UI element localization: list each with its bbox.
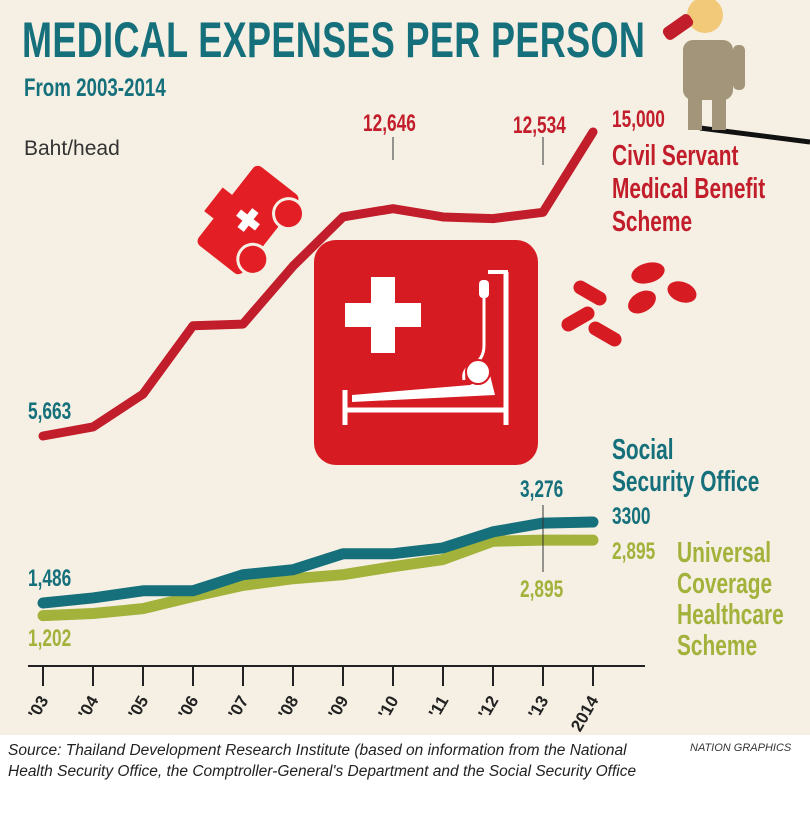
label-universal-end: 2,895 — [612, 538, 656, 565]
legend-civil-line: Medical Benefit — [612, 173, 766, 205]
x-tick-label: '13 — [525, 693, 553, 722]
label-civil-peak: 12,646 — [363, 110, 416, 137]
legend-civil: Civil Servant Medical Benefit Scheme — [612, 140, 765, 239]
line-social-security — [37, 516, 599, 609]
legend-social-line: Security Office — [612, 466, 760, 498]
x-tick-label: '11 — [425, 693, 452, 722]
label-social-2013: 3,276 — [520, 476, 564, 503]
hospital-bed-icon — [314, 240, 538, 465]
x-tick-label: '08 — [275, 693, 303, 722]
label-civil-end: 15,000 — [612, 106, 665, 133]
subtitle: From 2003-2014 — [24, 74, 166, 102]
line-universal-coverage — [37, 534, 599, 622]
x-tick-label: '12 — [475, 693, 503, 722]
pills-icon — [561, 262, 697, 347]
legend-social-line: Social — [612, 434, 674, 466]
label-social-start: 1,486 — [28, 565, 72, 592]
x-tick-label: '06 — [175, 693, 203, 722]
legend-universal-line: Scheme — [677, 630, 758, 662]
label-universal-start: 1,202 — [28, 625, 72, 652]
credit: NATION GRAPHICS — [690, 742, 792, 754]
x-tick-label: '03 — [25, 693, 53, 722]
legend-universal-line: Universal — [677, 537, 772, 569]
legend-civil-line: Scheme — [612, 206, 693, 238]
x-tick-label: '10 — [375, 693, 403, 722]
page-title: MEDICAL EXPENSES PER PERSON — [22, 12, 646, 68]
legend-universal-line: Coverage — [677, 568, 773, 600]
source-note: Source: Thailand Development Research In… — [8, 742, 637, 780]
x-tick-label: 2014 — [567, 692, 603, 735]
x-tick-label: '05 — [125, 693, 153, 722]
x-tick-label: '07 — [225, 693, 253, 722]
label-social-end: 3300 — [612, 503, 651, 530]
legend-civil-line: Civil Servant — [612, 140, 739, 172]
label-universal-2013: 2,895 — [520, 576, 564, 603]
label-civil-start: 5,663 — [28, 398, 72, 425]
unit-label: Baht/head — [24, 137, 120, 160]
legend-social: Social Security Office — [612, 434, 759, 498]
ambulance-icon — [197, 165, 306, 276]
x-tick-label: '04 — [75, 692, 103, 722]
legend-universal-line: Healthcare — [677, 599, 784, 631]
legend-universal: Universal Coverage Healthcare Scheme — [677, 538, 784, 662]
footer-background — [0, 735, 810, 823]
x-tick-label: '09 — [325, 693, 353, 722]
person-drinking-icon — [662, 0, 810, 145]
line-civil-servant — [38, 127, 598, 441]
label-civil-2013: 12,534 — [513, 112, 566, 139]
